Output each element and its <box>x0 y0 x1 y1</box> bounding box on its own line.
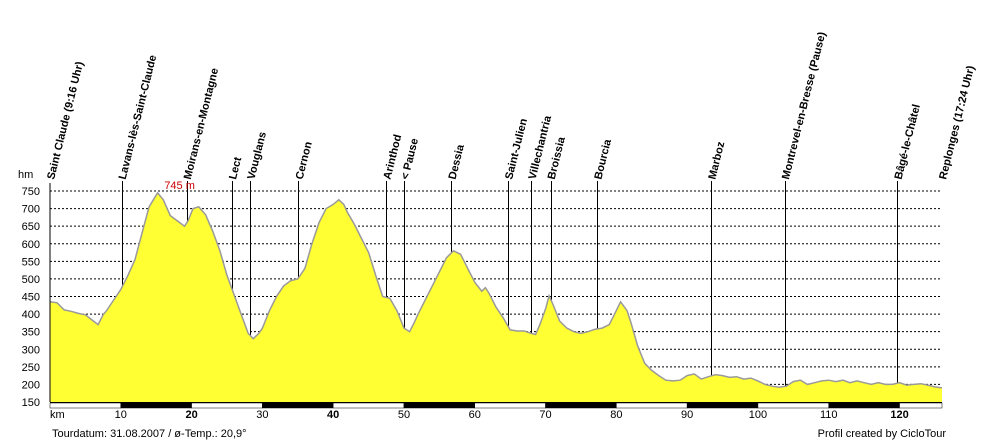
y-tick-label: 750 <box>22 186 40 198</box>
waypoint-label: Lect <box>227 156 244 181</box>
waypoint-label: Montrevel-en-Bresse (Pause) <box>780 30 828 180</box>
x-tick-label: 10 <box>115 409 127 421</box>
km-scale-segment <box>545 402 617 409</box>
km-scale-segment <box>120 402 192 409</box>
x-tick-label: 120 <box>890 409 908 421</box>
y-tick-label: 700 <box>22 204 40 216</box>
y-tick-label: 300 <box>22 344 40 356</box>
x-tick-label: 50 <box>398 409 410 421</box>
km-scale-segment <box>828 402 900 409</box>
waypoint-label: Saint Claude (9:16 Uhr) <box>45 60 86 181</box>
waypoint-label: < Pause <box>399 137 421 181</box>
x-tick-label: 30 <box>256 409 268 421</box>
km-scale-segment <box>332 402 405 409</box>
x-tick-label: 40 <box>327 409 339 421</box>
x-tick-label: 110 <box>820 409 838 421</box>
x-unit-label: km <box>50 409 65 421</box>
km-scale-segment <box>686 402 759 409</box>
waypoint-label: Moirans-en-Montagne <box>182 67 221 181</box>
y-tick-label: 550 <box>22 256 40 268</box>
x-tick-label: 70 <box>539 409 551 421</box>
km-scale-segment <box>899 402 943 409</box>
waypoint-label: Broissia <box>546 135 568 181</box>
x-tick-label: 60 <box>469 409 481 421</box>
y-tick-label: 150 <box>22 397 40 409</box>
x-tick-label: 20 <box>185 409 197 421</box>
km-scale-segment <box>616 402 688 409</box>
waypoint-label: Replonges (17:24 Uhr) <box>937 64 977 181</box>
y-axis-ticks: 150 200 250 300 350 400 450 500 550 600 650 700 750 <box>22 186 40 409</box>
waypoint-label: Lavans-lès-Saint-Claude <box>117 54 160 181</box>
km-scale-segment <box>474 402 546 409</box>
elevation-fill <box>50 192 942 402</box>
y-tick-label: 400 <box>22 309 40 321</box>
y-tick-label: 350 <box>22 327 40 339</box>
y-tick-label: 600 <box>22 239 40 251</box>
km-scale-segment <box>757 402 829 409</box>
waypoint-label: Vouglans <box>246 131 269 181</box>
waypoint-label: Marboz <box>706 140 727 181</box>
x-axis-ticks: 10 20 30 40 50 60 70 80 90 100 110 120 <box>115 409 909 421</box>
elevation-area <box>49 191 943 402</box>
x-tick-label: 90 <box>681 409 693 421</box>
tour-info: Tourdatum: 31.08.2007 / ø-Temp.: 20,9° <box>52 428 247 440</box>
waypoint-label: Dessia <box>447 143 467 181</box>
km-scale-segment <box>262 402 334 409</box>
y-tick-label: 200 <box>22 379 40 391</box>
waypoint-label: Cernon <box>294 140 315 181</box>
credit-text: Profil created by CicloTour <box>817 428 946 440</box>
y-tick-label: 500 <box>22 274 40 286</box>
waypoint-label: Saint-Julien <box>503 117 530 181</box>
y-tick-label: 450 <box>22 292 40 304</box>
km-scale-segment <box>403 402 476 409</box>
y-unit-label: hm <box>18 169 33 181</box>
waypoint-labels: Saint Claude (9:16 Uhr) Lavans-lès-Saint-… <box>45 30 977 180</box>
y-tick-label: 250 <box>22 362 40 374</box>
km-scale-segment <box>191 402 263 409</box>
x-tick-label: 100 <box>749 409 767 421</box>
waypoint-label: Bâgé-le-Châtel <box>893 103 923 181</box>
x-tick-label: 80 <box>610 409 622 421</box>
chart-axes <box>49 183 943 409</box>
y-tick-label: 650 <box>22 221 40 233</box>
km-scale-segment <box>49 402 122 409</box>
elevation-line <box>49 191 943 389</box>
waypoint-label: Bourcia <box>592 137 614 180</box>
max-elevation-label: 745 m <box>164 180 195 192</box>
